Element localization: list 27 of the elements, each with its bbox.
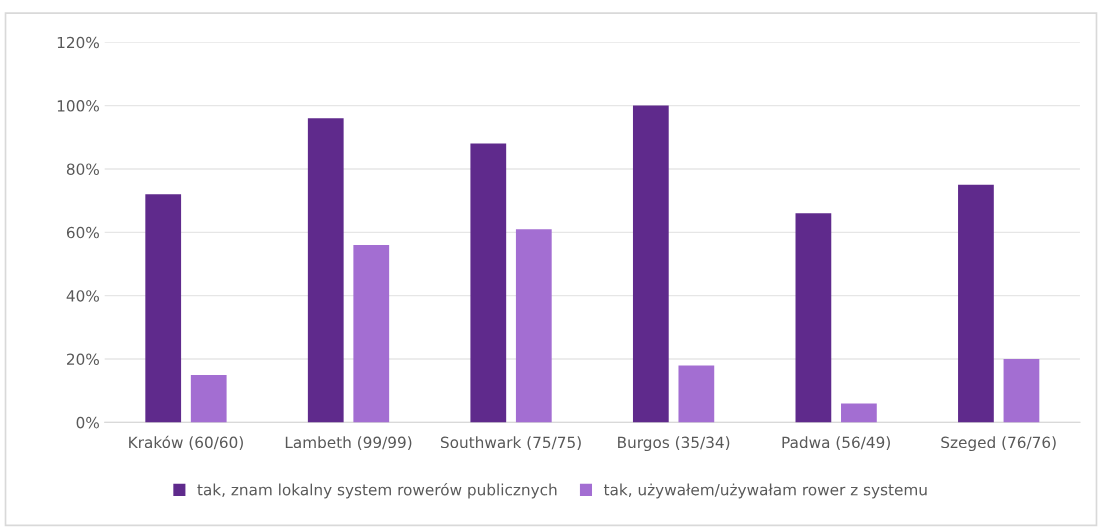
y-tick-label: 80%	[66, 163, 99, 175]
bar	[190, 374, 227, 423]
bar	[632, 105, 669, 423]
y-tick-label: 100%	[57, 100, 99, 112]
y-tick-label: 60%	[66, 226, 99, 239]
bar	[795, 213, 832, 423]
y-tick-label: 20%	[66, 353, 99, 366]
bar	[515, 229, 552, 423]
x-tick-label: Szeged (76/76)	[941, 436, 1056, 452]
legend-label: tak, używałem/używałam rower z systemu	[603, 483, 927, 499]
bar	[353, 244, 390, 423]
bar	[470, 143, 507, 423]
bar	[1003, 359, 1040, 423]
bar	[307, 118, 344, 423]
bar	[145, 194, 182, 423]
x-tick-label: Padwa (56/49)	[782, 436, 890, 450]
legend-label: tak, znam lokalny system rowerów publicznych	[197, 483, 557, 499]
bar	[958, 184, 994, 423]
x-tick-label: Burgos (35/34)	[618, 436, 730, 452]
x-tick-label: Southwark (75/75)	[440, 436, 581, 450]
bar	[841, 403, 877, 423]
x-tick-label: Kraków (60/60)	[129, 435, 243, 450]
y-tick-label: 40%	[66, 290, 99, 302]
y-tick-label: 0%	[76, 416, 99, 429]
y-tick-label: 120%	[57, 36, 99, 49]
x-tick-label: Lambeth (99/99)	[285, 436, 412, 450]
bar	[678, 365, 715, 423]
